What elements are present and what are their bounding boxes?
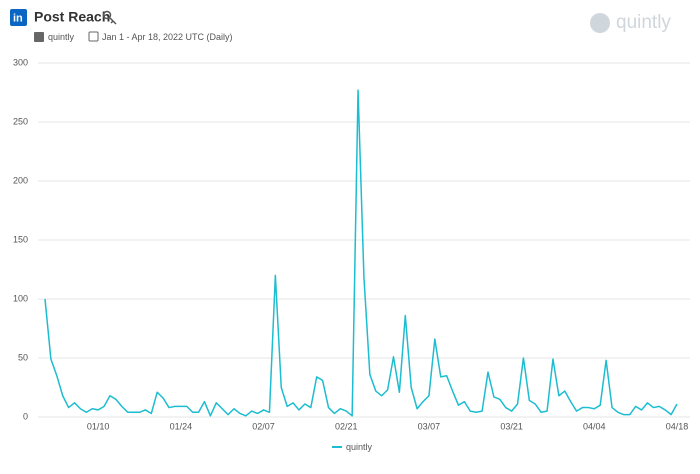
logo: quintly	[616, 12, 671, 33]
x-tick-label: 04/04	[583, 421, 606, 431]
account-name: quintly	[48, 32, 75, 42]
x-tick-label: 01/10	[87, 421, 110, 431]
account-icon	[34, 32, 44, 42]
x-tick-label: 04/18	[666, 421, 689, 431]
x-tick-label: 02/07	[252, 421, 275, 431]
y-tick-label: 100	[13, 293, 28, 303]
y-tick-label: 300	[13, 57, 28, 67]
key-icon	[102, 10, 117, 25]
calendar-icon	[88, 31, 99, 42]
linkedin-icon-text: in	[13, 12, 23, 24]
series-line	[44, 89, 678, 417]
x-tick-label: 03/21	[500, 421, 523, 431]
chart-title: Post Reach	[34, 9, 110, 25]
x-tick-label: 01/24	[170, 421, 193, 431]
y-tick-label: 50	[18, 352, 28, 362]
y-tick-label: 0	[23, 411, 28, 421]
date-range: Jan 1 - Apr 18, 2022 UTC (Daily)	[102, 32, 233, 42]
y-tick-label: 200	[13, 175, 28, 185]
legend-label: quintly	[346, 442, 373, 452]
x-tick-label: 02/21	[335, 421, 358, 431]
logo-icon	[590, 13, 610, 33]
y-tick-label: 150	[13, 234, 28, 244]
x-tick-label: 03/07	[418, 421, 441, 431]
y-tick-label: 250	[13, 116, 28, 126]
linkedin-icon	[10, 9, 27, 26]
